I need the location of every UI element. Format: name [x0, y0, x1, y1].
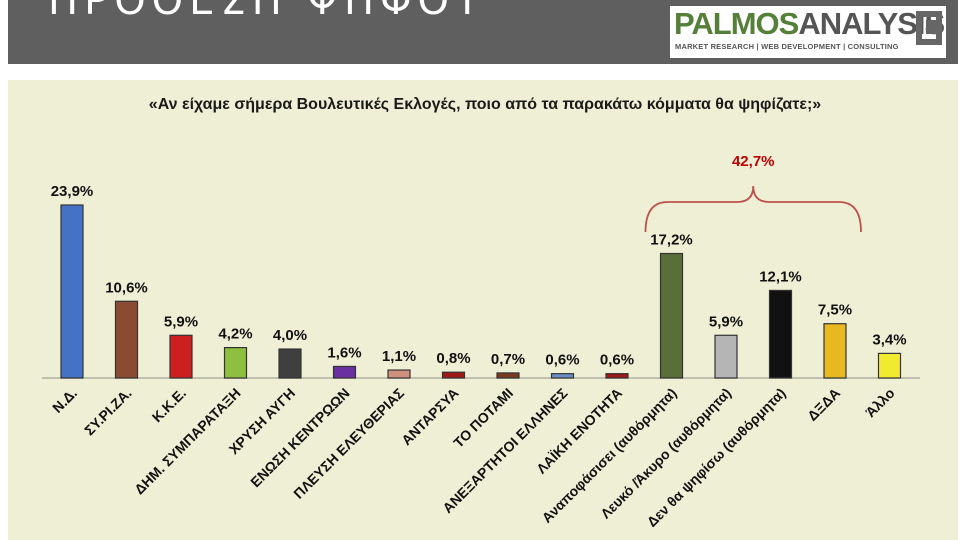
bar — [114, 300, 139, 379]
group-bracket — [644, 185, 862, 233]
category-label: ΕΝΩΣΗ ΚΕΝΤΡΩΩΝ — [247, 385, 352, 490]
bar — [496, 372, 520, 379]
data-label: 5,9% — [709, 313, 743, 330]
bar — [823, 323, 847, 379]
category-label: ΠΛΕΥΣΗ ΕΛΕΥΘΕΡΙΑΣ — [290, 385, 407, 502]
category-label: ΣΥ.ΡΙ.ΖΑ. — [81, 385, 135, 439]
category-label: Ν.Δ. — [49, 385, 80, 416]
category-label: ΔΗΜ. ΣΥΜΠΑΡΑΤΑΞΗ — [131, 385, 244, 498]
chart-panel — [8, 80, 958, 540]
logo-tagline: MARKET RESEARCH | WEB DEVELOPMENT | CONS… — [675, 42, 899, 51]
bar — [714, 334, 738, 379]
data-label: 0,7% — [491, 351, 525, 368]
data-label: 0,8% — [436, 350, 470, 367]
data-label: 10,6% — [105, 279, 148, 296]
bar — [169, 334, 193, 379]
data-label: 4,0% — [273, 327, 307, 344]
bar — [387, 369, 411, 379]
bar — [768, 289, 793, 379]
category-label: Κ.Κ.Ε. — [149, 385, 189, 425]
data-label: 17,2% — [650, 231, 693, 248]
data-label: 23,9% — [51, 183, 94, 200]
data-label: 0,6% — [545, 352, 579, 369]
bar — [332, 365, 357, 379]
header-bar: ΠΡΟΘΕΣΗ ΨΗΦΟΥ PALMOSANALYSIS MARKET RESE… — [8, 0, 958, 64]
bar — [441, 371, 466, 379]
data-label: 4,2% — [218, 326, 252, 343]
logo-mark-icon — [916, 11, 942, 45]
category-label: Άλλο — [862, 385, 897, 420]
data-label: 12,1% — [759, 268, 802, 285]
data-label: 3,4% — [872, 331, 906, 348]
bar — [60, 204, 84, 379]
company-logo: PALMOSANALYSIS MARKET RESEARCH | WEB DEV… — [670, 6, 946, 58]
survey-question: «Αν είχαμε σήμερα Βουλευτικές Εκλογές, π… — [148, 96, 822, 113]
bar — [550, 373, 575, 379]
data-label: 5,9% — [164, 313, 198, 330]
bar — [659, 252, 684, 379]
bar — [223, 346, 248, 379]
bar — [605, 373, 629, 379]
category-label: ΔΞΔΑ — [804, 385, 843, 424]
data-label: 7,5% — [818, 302, 852, 319]
bar — [278, 348, 302, 379]
data-label: 1,1% — [382, 348, 416, 365]
page-title: ΠΡΟΘΕΣΗ ΨΗΦΟΥ — [48, 0, 486, 24]
bracket-label: 42,7% — [732, 153, 775, 170]
bar — [877, 352, 902, 379]
logo-name-part1: PALMOS — [674, 6, 799, 41]
data-label: 1,6% — [327, 344, 361, 361]
data-label: 0,6% — [600, 352, 634, 369]
